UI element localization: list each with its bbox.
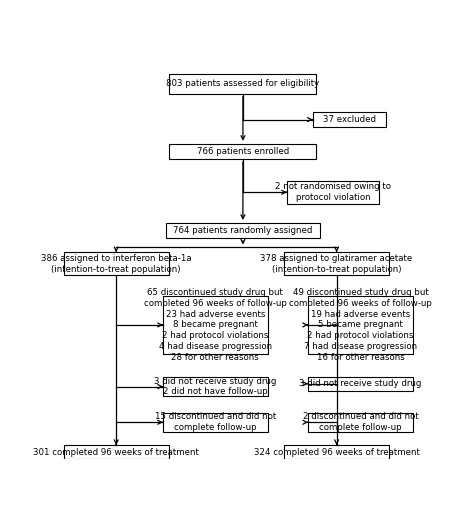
FancyBboxPatch shape (169, 74, 316, 94)
FancyBboxPatch shape (163, 413, 268, 432)
FancyBboxPatch shape (308, 296, 413, 354)
FancyBboxPatch shape (64, 252, 169, 275)
Text: 803 patients assessed for eligibility: 803 patients assessed for eligibility (166, 79, 319, 88)
Text: 2 not randomised owing to
protocol violation: 2 not randomised owing to protocol viola… (275, 182, 391, 202)
FancyBboxPatch shape (169, 144, 316, 159)
Text: 65 discontinued study drug but
completed 96 weeks of follow-up
23 had adverse ev: 65 discontinued study drug but completed… (144, 288, 287, 362)
FancyBboxPatch shape (308, 377, 413, 391)
FancyBboxPatch shape (287, 181, 379, 204)
Text: 301 completed 96 weeks of treatment: 301 completed 96 weeks of treatment (33, 447, 199, 457)
FancyBboxPatch shape (313, 112, 386, 127)
Text: 766 patients enrolled: 766 patients enrolled (197, 147, 289, 156)
FancyBboxPatch shape (166, 223, 320, 238)
FancyBboxPatch shape (64, 445, 169, 459)
Text: 15 discontinued and did not
complete follow-up: 15 discontinued and did not complete fol… (155, 412, 276, 432)
Text: 378 assigned to glatiramer acetate
(intention-to-treat population): 378 assigned to glatiramer acetate (inte… (261, 254, 413, 273)
Text: 764 patients randomly assigned: 764 patients randomly assigned (173, 226, 313, 235)
Text: 3 did not receive study drug
2 did not have follow-up: 3 did not receive study drug 2 did not h… (154, 377, 276, 396)
FancyBboxPatch shape (163, 377, 268, 396)
FancyBboxPatch shape (284, 445, 389, 459)
Text: 37 excluded: 37 excluded (323, 115, 376, 124)
FancyBboxPatch shape (308, 413, 413, 432)
Text: 49 discontinued study drug but
completed 96 weeks of follow-up
19 had adverse ev: 49 discontinued study drug but completed… (289, 288, 432, 362)
FancyBboxPatch shape (284, 252, 389, 275)
FancyBboxPatch shape (163, 296, 268, 354)
Text: 2 discontinued and did not
complete follow-up: 2 discontinued and did not complete foll… (302, 412, 419, 432)
Text: 324 completed 96 weeks of treatment: 324 completed 96 weeks of treatment (254, 447, 419, 457)
Text: 3 did not receive study drug: 3 did not receive study drug (299, 379, 422, 388)
Text: 386 assigned to interferon beta-1a
(intention-to-treat population): 386 assigned to interferon beta-1a (inte… (41, 254, 191, 273)
